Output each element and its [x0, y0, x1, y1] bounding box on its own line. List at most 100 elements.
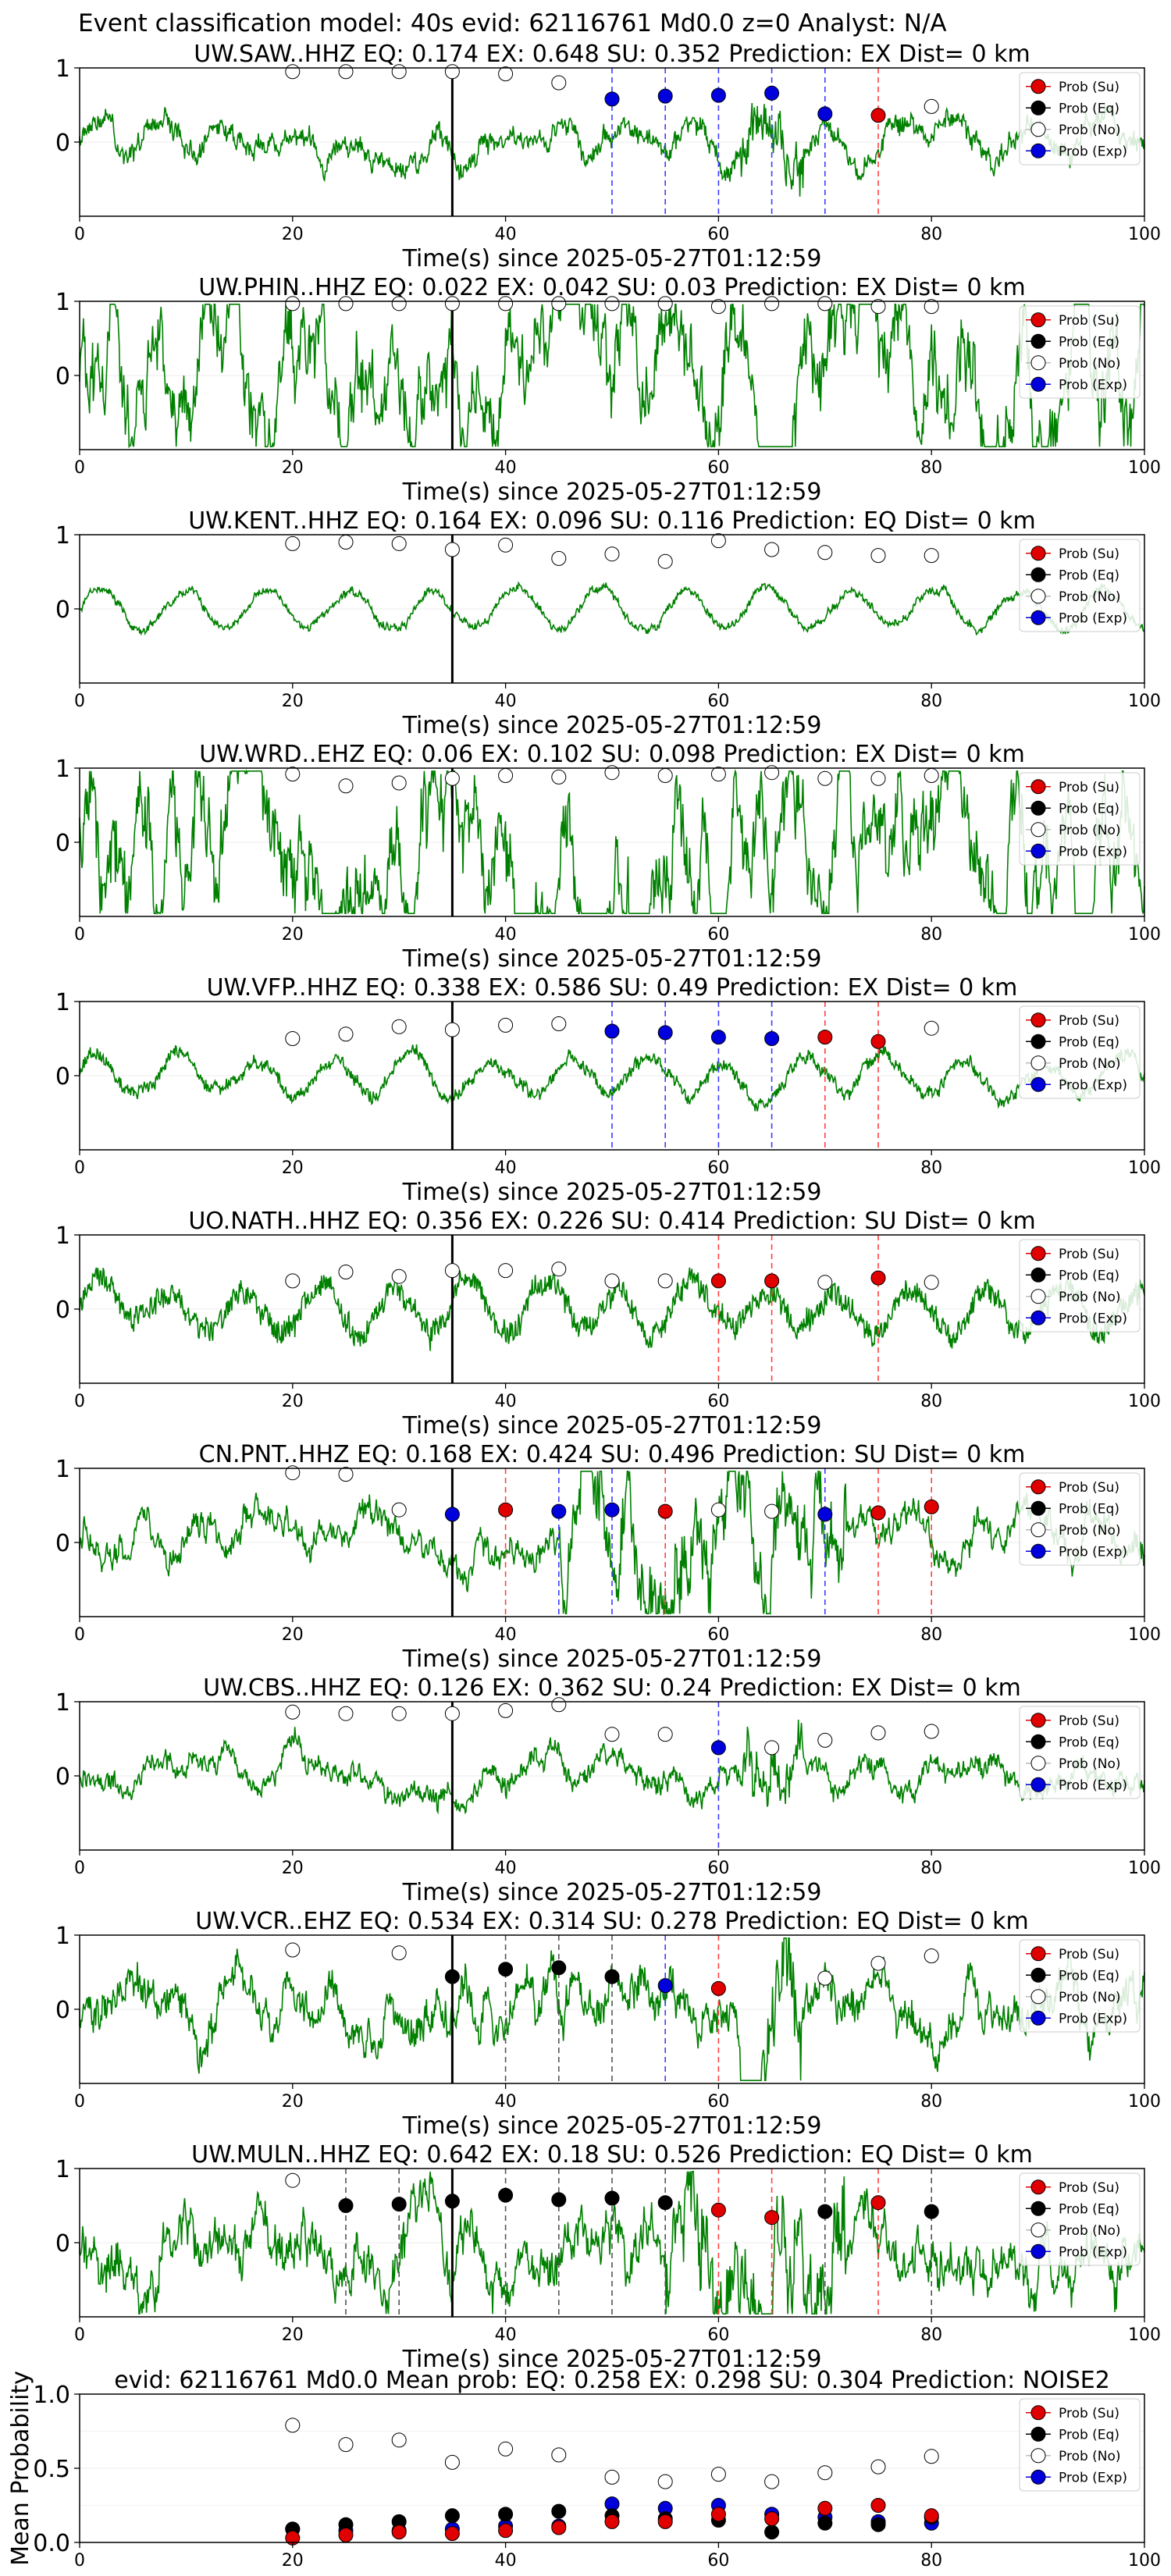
mean-prob-point — [657, 2514, 673, 2529]
y-tick-label: 1 — [55, 522, 70, 550]
legend-frame — [1019, 1239, 1141, 1332]
legend-marker — [1030, 376, 1046, 392]
legend-marker — [1030, 843, 1046, 859]
prob-point — [604, 1502, 620, 1517]
prob-point — [338, 1026, 354, 1042]
legend-marker — [1030, 79, 1046, 94]
x-tick-label: 60 — [707, 1625, 729, 1645]
prob-point — [285, 1942, 301, 1958]
prob-point — [444, 1022, 460, 1037]
legend-marker — [1030, 546, 1046, 561]
legend-label: Prob (Su) — [1059, 2180, 1119, 2196]
y-tick-label: 0.0 — [33, 2530, 70, 2557]
prob-point — [710, 1030, 726, 1045]
y-tick-label: 1 — [55, 1456, 70, 1483]
legend-frame — [1019, 772, 1141, 866]
legend-marker — [1030, 567, 1046, 582]
legend-marker — [1030, 2243, 1046, 2259]
station-panel: UW.PHIN..HHZ EQ: 0.022 EX: 0.042 SU: 0.0… — [55, 274, 1161, 506]
prob-point — [924, 1948, 939, 1964]
prob-point — [391, 1706, 407, 1721]
x-tick-label: 0 — [74, 692, 85, 711]
station-panel: UW.VFP..HHZ EQ: 0.338 EX: 0.586 SU: 0.49… — [55, 974, 1161, 1206]
prob-point — [657, 1025, 673, 1041]
prob-point — [444, 1263, 460, 1279]
legend-marker — [1030, 122, 1046, 137]
mean-prob-point — [498, 2507, 514, 2522]
legend-frame — [1019, 305, 1141, 399]
x-tick-label: 0 — [74, 458, 85, 478]
x-tick-label: 100 — [1128, 1859, 1161, 1878]
mean-prob-point — [764, 2474, 780, 2489]
prob-point — [604, 91, 620, 107]
prob-point — [285, 296, 301, 311]
prob-point — [551, 1016, 567, 1031]
x-tick-label: 80 — [920, 225, 942, 244]
x-tick-label: 60 — [707, 2325, 729, 2345]
prob-point — [870, 1270, 886, 1286]
prob-point — [444, 542, 460, 557]
x-tick-label: 100 — [1128, 2325, 1161, 2345]
prob-point — [391, 1502, 407, 1517]
y-tick-label: 0 — [55, 830, 70, 857]
legend-label: Prob (Eq) — [1059, 1268, 1119, 1283]
prob-point — [870, 1034, 886, 1049]
x-axis-label: Time(s) since 2025-05-27T01:12:59 — [402, 1879, 822, 1906]
legend: Prob (Su) Prob (Eq) Prob (No) Prob (Exp) — [1019, 539, 1141, 632]
mean-prob-point — [444, 2454, 460, 2470]
prob-point — [498, 296, 514, 311]
prob-point — [391, 296, 407, 311]
prob-point — [338, 1467, 354, 1482]
prob-point — [338, 2198, 354, 2213]
legend-marker — [1030, 779, 1046, 795]
x-tick-label: 20 — [282, 692, 304, 711]
legend-frame — [1019, 1472, 1141, 1566]
prob-point — [924, 2204, 939, 2219]
prob-point — [764, 296, 780, 311]
prob-point — [817, 2204, 833, 2219]
y-tick-label: 0 — [55, 2230, 70, 2258]
x-axis-label: Time(s) since 2025-05-27T01:12:59 — [402, 712, 822, 739]
mean-prob-point — [657, 2474, 673, 2489]
mean-prob-point — [870, 2498, 886, 2513]
legend-label: Prob (Eq) — [1059, 2201, 1119, 2217]
mean-prob-point — [551, 2520, 567, 2535]
mean-prob-point — [498, 2441, 514, 2457]
legend-marker — [1030, 1522, 1046, 1538]
prob-point — [391, 2197, 407, 2212]
prob-point — [285, 1465, 301, 1481]
mean-prob-point — [710, 2507, 726, 2522]
legend-label: Prob (Su) — [1059, 1247, 1119, 1262]
mean-prob-point — [764, 2511, 780, 2527]
x-tick-label: 20 — [282, 2092, 304, 2112]
x-axis-label: Time(s) since 2025-05-27T01:12:59 — [402, 2346, 822, 2373]
prob-point — [657, 296, 673, 311]
legend-label: Prob (Exp) — [1059, 2470, 1127, 2485]
prob-point — [710, 87, 726, 103]
mean-prob-point — [498, 2523, 514, 2539]
panels: UW.SAW..HHZ EQ: 0.174 EX: 0.648 SU: 0.35… — [7, 41, 1161, 2571]
legend-marker — [1030, 1310, 1046, 1325]
prob-point — [710, 1502, 726, 1517]
prob-point — [444, 2194, 460, 2209]
prob-point — [710, 1740, 726, 1756]
station-panel: UW.SAW..HHZ EQ: 0.174 EX: 0.648 SU: 0.35… — [55, 41, 1161, 272]
prob-point — [764, 1031, 780, 1046]
x-axis-label: Time(s) since 2025-05-27T01:12:59 — [402, 1646, 822, 1673]
legend: Prob (Su) Prob (Eq) Prob (No) Prob (Exp) — [1019, 2398, 1141, 2492]
y-tick-label: 1 — [55, 289, 70, 316]
legend-label: Prob (Eq) — [1059, 1034, 1119, 1050]
prob-point — [710, 2202, 726, 2218]
station-panel: CN.PNT..HHZ EQ: 0.168 EX: 0.424 SU: 0.49… — [55, 1441, 1161, 1673]
legend-label: Prob (No) — [1059, 2223, 1121, 2239]
prob-point — [498, 768, 514, 783]
x-tick-label: 0 — [74, 225, 85, 244]
x-tick-label: 20 — [282, 1859, 304, 1878]
prob-point — [444, 770, 460, 786]
prob-point — [498, 66, 514, 82]
y-tick-label: 0 — [55, 1763, 70, 1791]
mean-prob-point — [604, 2469, 620, 2485]
mean-prob-point — [817, 2515, 833, 2531]
y-tick-label: 0 — [55, 1063, 70, 1091]
prob-point — [285, 2172, 301, 2188]
